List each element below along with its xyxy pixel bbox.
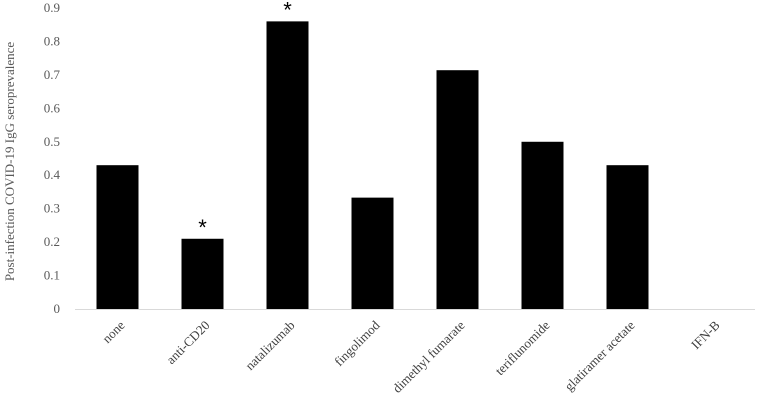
x-tick-label: none xyxy=(99,317,128,346)
x-tick-label: glatiramer acetate xyxy=(561,317,637,393)
y-tick-label: 0.7 xyxy=(44,67,61,82)
y-tick-label: 0.2 xyxy=(44,234,60,249)
bar xyxy=(436,70,479,309)
y-tick-label: 0.4 xyxy=(44,167,61,182)
bar-series xyxy=(96,21,649,309)
y-tick-label: 0.5 xyxy=(44,134,60,149)
significance-markers: ** xyxy=(198,0,292,240)
bar xyxy=(351,197,394,309)
y-tick-label: 0 xyxy=(54,301,61,316)
bar xyxy=(181,238,224,309)
x-tick-label: anti-CD20 xyxy=(163,318,212,367)
y-tick-label: 0.1 xyxy=(44,268,60,283)
x-tick-label: IFN-B xyxy=(688,317,723,352)
x-tick-label: dimethyl fumarate xyxy=(389,317,467,395)
y-tick-label: 0.8 xyxy=(44,33,60,48)
significance-marker: * xyxy=(283,0,292,22)
y-tick-label: 0.6 xyxy=(44,100,61,115)
y-tick-label: 0.9 xyxy=(44,0,60,15)
bar xyxy=(96,165,139,309)
x-tick-label: teriflunomide xyxy=(492,317,553,378)
x-axis-labels: none anti-CD20 natalizumab fingolimod dimeth… xyxy=(99,317,723,396)
bar xyxy=(266,21,309,309)
bar xyxy=(606,165,649,309)
x-tick-label: fingolimod xyxy=(331,317,383,369)
y-axis-title: Post-infection COVID-19 IgG seroprevalen… xyxy=(2,42,17,282)
significance-marker: * xyxy=(198,215,207,240)
y-axis-ticks: 0 0.1 0.2 0.3 0.4 0.5 0.6 0.7 0.8 0.9 xyxy=(44,0,61,316)
x-tick-label: natalizumab xyxy=(242,318,298,374)
y-tick-label: 0.3 xyxy=(44,201,60,216)
bar xyxy=(521,141,564,309)
